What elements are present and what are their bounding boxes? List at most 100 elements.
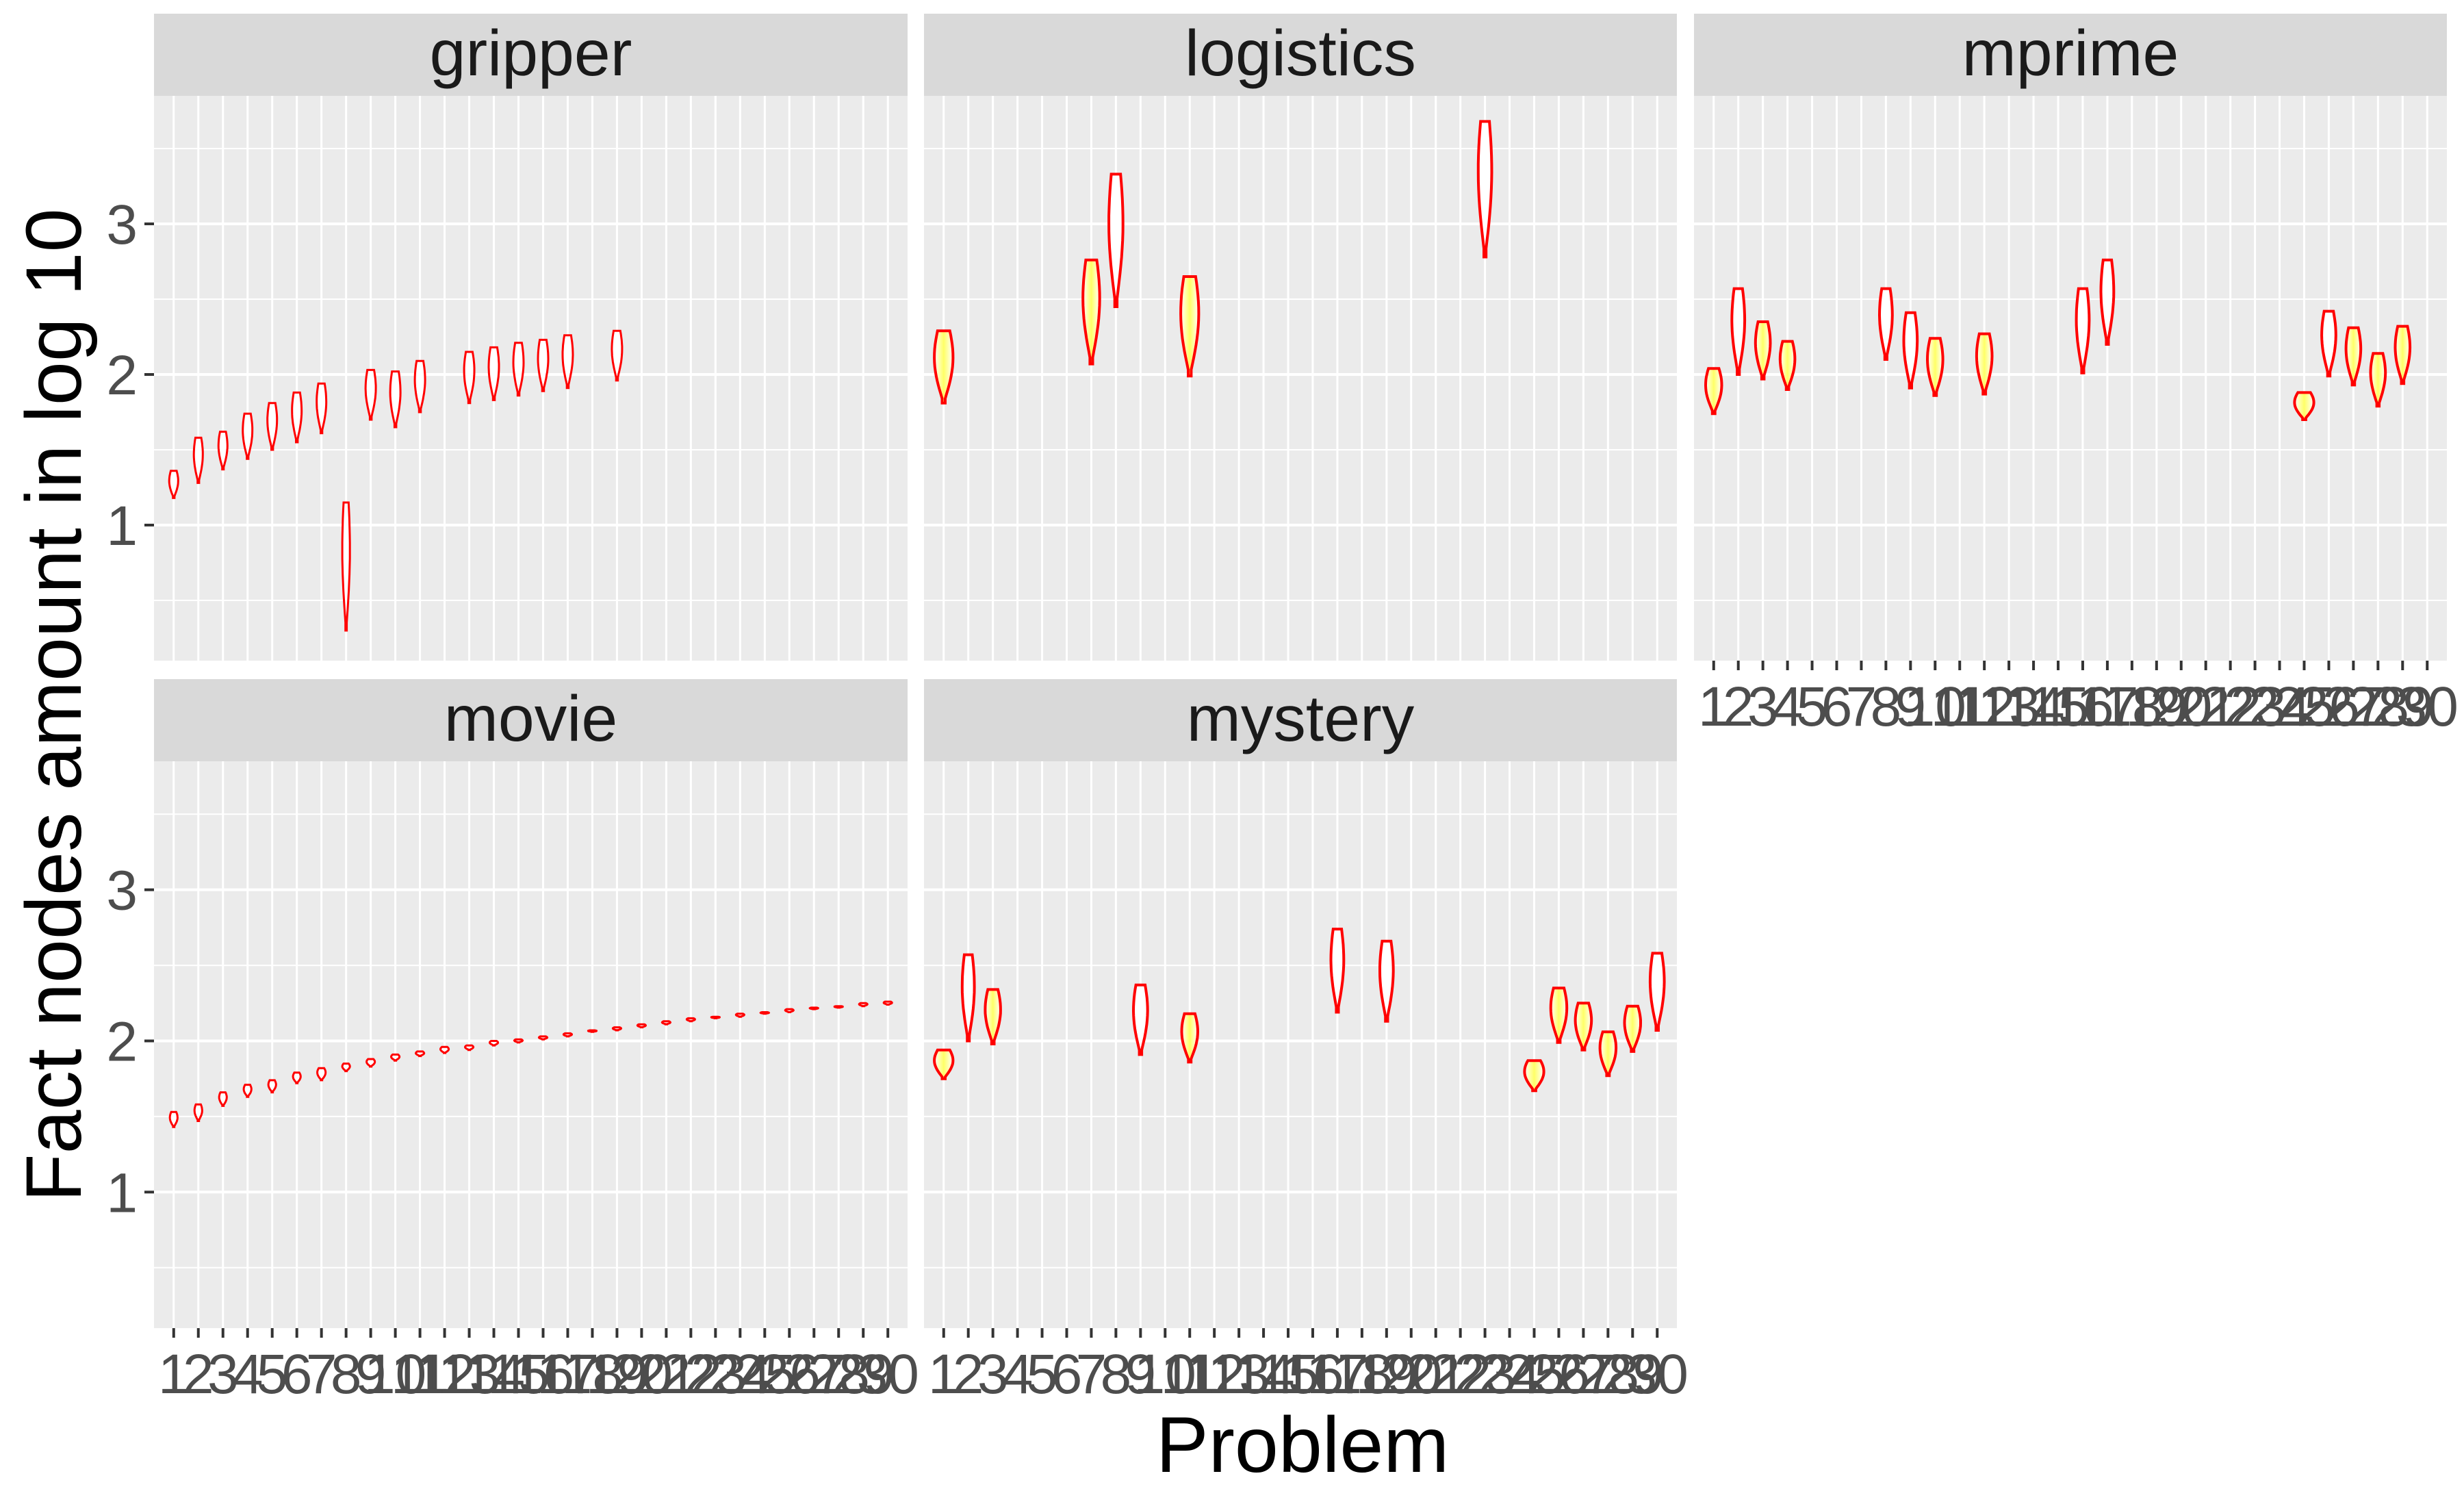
violin-mystery-17 [1329,928,1346,1014]
x-tick-label: 10 [364,1343,426,1405]
x-tick-label: 25 [734,1343,796,1405]
violin-movie-23 [710,1015,721,1019]
violin-movie-13 [464,1044,475,1052]
x-tick-label: 15 [1257,1343,1319,1405]
x-tick-label: 9 [1895,676,1927,738]
violin-gripper-16 [537,338,550,392]
facet-mystery: mystery123456789101112131415161718192021… [924,679,1689,1405]
x-tick-label: 19 [586,1343,648,1405]
x-tick-label: 12 [1183,1343,1246,1405]
x-tick-label: 27 [783,1343,845,1405]
violin-movie-22 [685,1017,696,1023]
panel-background [924,761,1677,1328]
x-tick-label: 16 [1281,1343,1344,1405]
x-tick-label: 20 [1380,1343,1442,1405]
x-tick-label: 17 [1306,1343,1368,1405]
x-tick-label: 3 [207,1343,239,1405]
violin-mystery-25 [1523,1059,1545,1093]
x-tick-label: 1 [1698,676,1730,738]
y-axis-title: Fact nodes amount in log 10 [10,208,98,1201]
violin-gripper-6 [291,391,303,444]
violin-mprime-10 [1925,337,1945,397]
violin-gripper-4 [242,412,254,460]
x-tick-label: 30 [2396,676,2459,738]
x-tick-label: 4 [1002,1343,1034,1405]
violin-movie-11 [414,1050,426,1058]
x-tick-label: 8 [1101,1343,1132,1405]
violin-mystery-27 [1574,1002,1593,1052]
y-tick-label: 2 [106,344,138,407]
x-tick-label: 25 [1503,1343,1565,1405]
violin-logistics-7 [1081,258,1101,366]
x-tick-label: 6 [1051,1343,1083,1405]
violin-logistics-23 [1476,120,1493,259]
violin-movie-26 [784,1008,795,1013]
x-tick-label: 18 [1331,1343,1393,1405]
facet-gripper: gripper 1 2 3 [106,14,908,661]
panel-background [1694,96,2447,661]
violin-movie-14 [489,1040,500,1047]
y-tick-label: 3 [106,194,138,256]
facet-strip [154,679,908,761]
x-tick-label: 27 [1552,1343,1615,1405]
x-tick-label: 16 [2051,676,2114,738]
x-tick-label: 20 [2150,676,2212,738]
x-tick-label: 23 [2224,676,2286,738]
x-tick-label: 11 [391,1343,449,1405]
violin-mystery-29 [1623,1004,1642,1053]
violin-mystery-3 [984,988,1002,1045]
violin-movie-5 [267,1079,277,1094]
x-tick-label: 20 [611,1343,673,1405]
x-tick-label: 15 [487,1343,550,1405]
x-tick-label: 21 [2174,676,2237,738]
violin-movie-21 [660,1020,672,1026]
x-tick-label: 3 [977,1343,1009,1405]
violin-mprime-1 [1704,367,1723,416]
x-tick-label: 9 [1125,1343,1157,1405]
x-tick-label: 19 [1355,1343,1417,1405]
facet-strip [924,679,1677,761]
x-tick-label: 8 [1871,676,1902,738]
x-tick-label: 14 [2002,676,2064,738]
x-tick-label: 23 [1454,1343,1516,1405]
violin-movie-17 [562,1032,573,1038]
violin-mystery-28 [1598,1030,1618,1078]
violin-movie-29 [858,1002,869,1008]
violin-movie-15 [513,1038,524,1044]
x-tick-label: 4 [1772,676,1804,738]
x-tick-label: 26 [758,1343,821,1405]
x-tick-label: 8 [331,1343,362,1405]
violin-gripper-11 [413,359,426,413]
violin-gripper-15 [512,342,525,397]
violin-movie-12 [439,1045,450,1054]
violin-movie-25 [759,1011,771,1015]
x-tick-label: 7 [306,1343,337,1405]
violin-movie-27 [808,1006,819,1010]
y-tick-label: 1 [106,495,138,557]
x-axis-title: Problem [1156,1401,1449,1489]
violin-mprime-16 [2075,287,2091,374]
violin-mystery-11 [1180,1012,1200,1064]
facet-logistics: logistics [924,14,1677,661]
x-tick-label: 11 [1161,1343,1219,1405]
x-tick-label: 22 [1429,1343,1491,1405]
x-tick-label: 5 [257,1343,288,1405]
x-tick-label: 14 [1232,1343,1294,1405]
violin-mprime-9 [1902,311,1919,390]
violin-gripper-2 [192,436,204,484]
violin-gripper-3 [217,431,229,471]
violin-mprime-4 [1778,340,1797,391]
x-tick-label: 3 [1747,676,1779,738]
x-tick-label: 12 [413,1343,476,1405]
violin-movie-3 [218,1091,228,1107]
violin-gripper-7 [316,382,328,435]
x-tick-label: 14 [463,1343,525,1405]
violin-gripper-9 [364,368,377,421]
violin-mprime-17 [2099,258,2116,346]
violin-movie-20 [636,1023,647,1029]
y-tick-label: 1 [106,1162,138,1224]
x-tick-label: 9 [355,1343,387,1405]
x-tick-label: 23 [684,1343,747,1405]
facet-movie: movie12312345678910111213141516171819202… [106,679,919,1405]
